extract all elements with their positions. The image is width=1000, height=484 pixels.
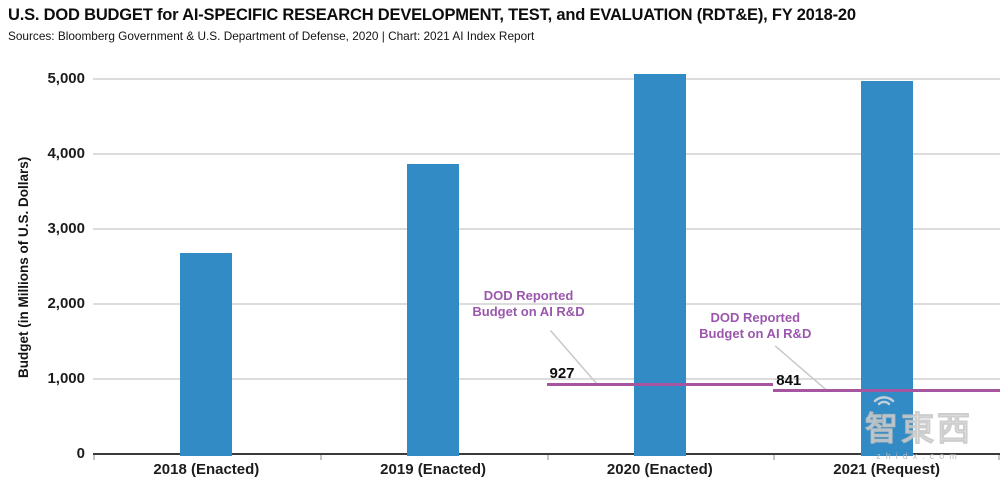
x-tick-mark [998,455,1000,460]
reported-budget-value: 927 [549,365,575,383]
x-axis-label: 2018 (Enacted) [153,461,260,478]
annotation-label-line: Budget on AI R&D [699,325,812,341]
x-axis-label: 2019 (Enacted) [380,461,487,478]
x-axis-label: 2021 (Request) [833,461,940,478]
y-tick-label: 0 [76,445,85,462]
x-tick-mark [546,455,549,460]
watermark-domain-text: zhidx.com [876,451,962,461]
wifi-arcs-icon [871,391,897,412]
annotation-label: DOD Reported Budget on AI R&D [444,288,614,320]
reported-budget-line [546,382,774,386]
x-tick-mark [93,455,95,460]
annotation-label-line: DOD Reported [483,288,574,304]
bar-2021 (Request) [860,80,913,456]
x-tick-mark [319,455,322,460]
bar-2018 (Enacted) [180,253,233,456]
y-tick-label: 1,000 [47,370,85,387]
y-tick-label: 3,000 [47,220,85,237]
annotation-label-line: DOD Reported [710,309,801,325]
watermark-logo-text: 智東西 [865,410,973,448]
watermark-logo: 智東西 [865,396,973,450]
watermark: 智東西 zhidx.com [844,396,994,461]
gridline [93,78,1000,80]
gridline [93,303,1000,305]
bar-2019 (Enacted) [407,163,460,456]
chart-source-note: Sources: Bloomberg Government & U.S. Dep… [8,29,535,43]
y-tick-label: 5,000 [47,70,85,87]
gridline [93,153,1000,155]
x-axis-line [93,453,1000,455]
bar-2020 (Enacted) [633,73,686,456]
x-axis-label: 2020 (Enacted) [606,461,713,478]
annotation-label-line: Budget on AI R&D [472,304,585,320]
annotation-label: DOD Reported Budget on AI R&D [670,310,840,342]
y-tick-label: 2,000 [47,295,85,312]
chart-title: U.S. DOD BUDGET for AI-SPECIFIC RESEARCH… [8,6,856,24]
reported-budget-line [773,389,1000,393]
y-tick-label: 4,000 [47,145,85,162]
gridline [93,228,1000,230]
reported-budget-value: 841 [776,371,802,389]
x-tick-mark [773,455,776,460]
gridline [93,378,1000,380]
